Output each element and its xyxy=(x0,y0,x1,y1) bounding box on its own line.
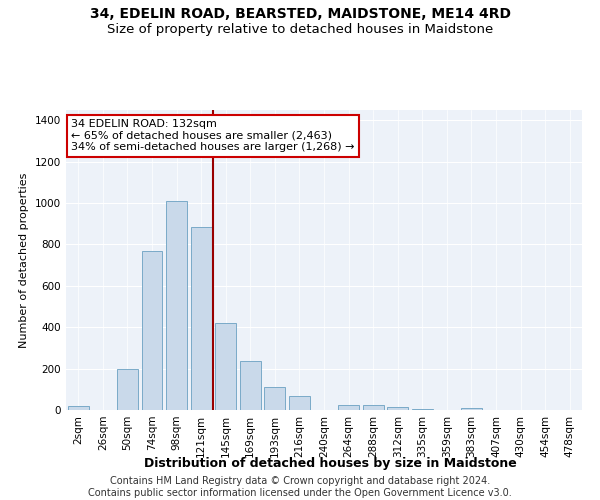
Bar xyxy=(461,408,482,410)
Bar xyxy=(117,368,138,410)
Bar xyxy=(362,405,383,410)
Text: Contains HM Land Registry data © Crown copyright and database right 2024.
Contai: Contains HM Land Registry data © Crown c… xyxy=(88,476,512,498)
Bar xyxy=(68,406,89,410)
Text: Size of property relative to detached houses in Maidstone: Size of property relative to detached ho… xyxy=(107,22,493,36)
Bar xyxy=(191,227,212,410)
Bar xyxy=(215,323,236,410)
Text: Distribution of detached houses by size in Maidstone: Distribution of detached houses by size … xyxy=(143,458,517,470)
Bar xyxy=(265,387,286,410)
Text: 34 EDELIN ROAD: 132sqm
← 65% of detached houses are smaller (2,463)
34% of semi-: 34 EDELIN ROAD: 132sqm ← 65% of detached… xyxy=(71,119,355,152)
Bar xyxy=(166,201,187,410)
Bar xyxy=(289,396,310,410)
Bar xyxy=(142,250,163,410)
Text: 34, EDELIN ROAD, BEARSTED, MAIDSTONE, ME14 4RD: 34, EDELIN ROAD, BEARSTED, MAIDSTONE, ME… xyxy=(89,8,511,22)
Bar xyxy=(240,362,261,410)
Bar xyxy=(412,409,433,410)
Bar xyxy=(338,405,359,410)
Bar xyxy=(387,407,408,410)
Y-axis label: Number of detached properties: Number of detached properties xyxy=(19,172,29,348)
